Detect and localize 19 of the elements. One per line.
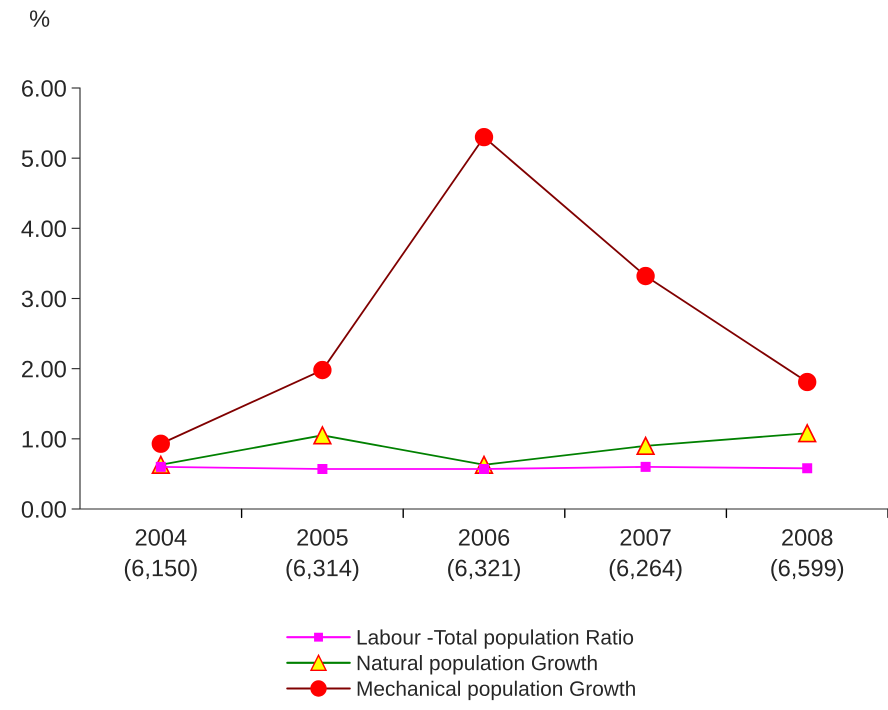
x-tick-label: 2005 (6,314) bbox=[286, 529, 358, 582]
y-tick-label: 5.00 bbox=[22, 150, 66, 167]
y-axis-title: % bbox=[30, 10, 50, 27]
y-tick-label: 4.00 bbox=[21, 220, 66, 238]
point bbox=[317, 464, 328, 474]
y-tick-label: 3.00 bbox=[22, 290, 66, 308]
point bbox=[802, 463, 812, 474]
point bbox=[640, 462, 651, 472]
y-tick-label: 6.00 bbox=[22, 80, 66, 97]
y-tick-label: 1.00 bbox=[22, 430, 66, 448]
x-tick-label: 2008 (6,599) bbox=[771, 529, 844, 582]
x-tick-label: 2004 (6,150) bbox=[124, 529, 197, 582]
legend-label: Labour -Total population Ratio bbox=[358, 629, 634, 649]
x-tick-label: 2006 (6,321) bbox=[448, 529, 520, 582]
legend-label: Natural population Growth bbox=[358, 655, 597, 674]
y-tick-label: 2.00 bbox=[22, 360, 66, 378]
legend-label: Mechanical population Growth bbox=[358, 680, 635, 700]
y-tick-label: 0.00 bbox=[22, 501, 66, 518]
x-tick-label: 2007 (6,264) bbox=[610, 529, 682, 582]
